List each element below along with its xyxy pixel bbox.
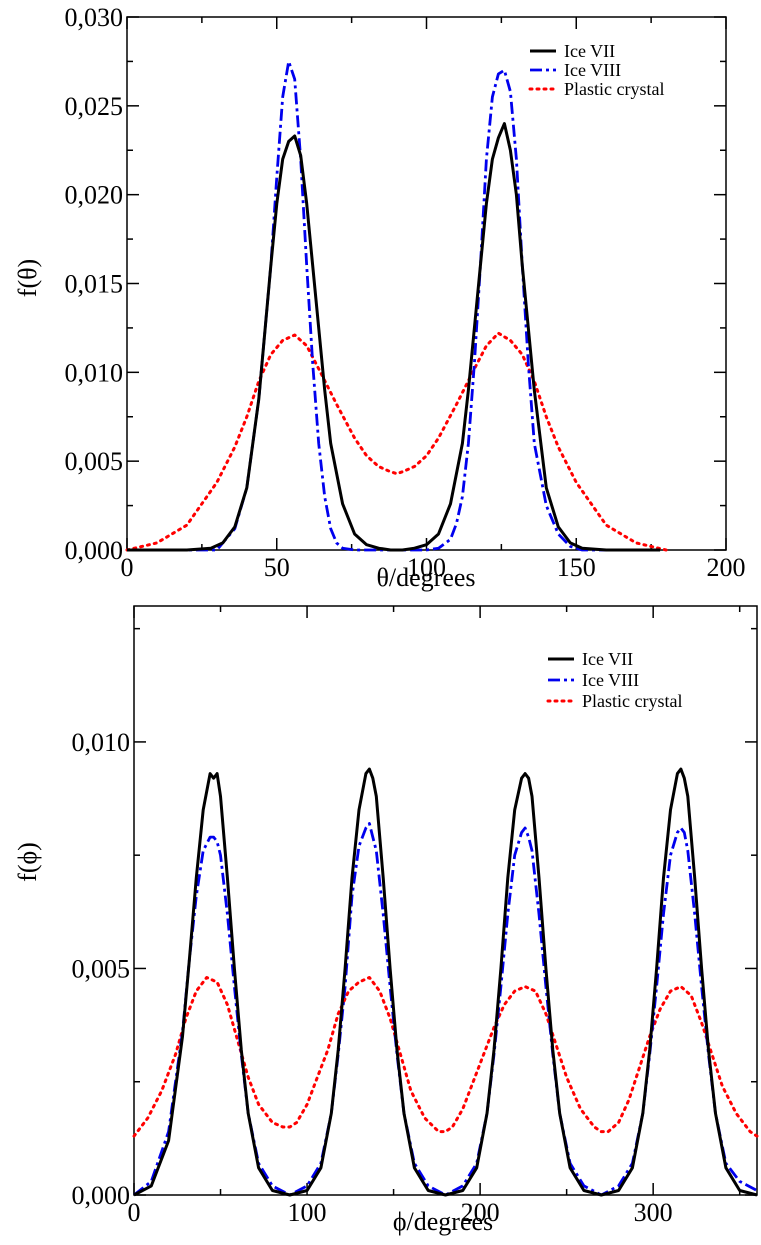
legend-entry-label: Ice VIII (582, 670, 639, 690)
series-line-ice-viii (127, 60, 661, 552)
x-tick-label: 150 (557, 553, 596, 582)
y-axis-label: f(θ) (13, 259, 42, 297)
y-axis-label: f(ϕ) (13, 842, 42, 882)
y-tick-label: 0,005 (72, 954, 131, 983)
y-tick-label: 0,005 (65, 447, 124, 476)
x-tick-label: 100 (407, 553, 446, 582)
x-tick-label: 50 (264, 553, 290, 582)
series-line-ice-vii (127, 122, 661, 552)
y-tick-label: 0,000 (65, 536, 124, 565)
legend-entry-label: Ice VII (564, 41, 615, 61)
x-axis-label: ϕ/degrees (393, 1207, 493, 1236)
y-tick-label: 0,010 (65, 358, 124, 387)
x-tick-label: 100 (288, 1198, 327, 1227)
x-tick-label: 300 (634, 1198, 673, 1227)
x-tick-label: 0 (128, 1198, 141, 1227)
x-tick-label: 200 (707, 553, 746, 582)
y-tick-label: 0,030 (65, 3, 124, 32)
panel-theta: θ/degrees f(θ) 0 50 100 150 200 0,000 0,005 0,0… (13, 3, 746, 592)
legend-entry-label: Ice VII (582, 649, 633, 669)
x-axis-label: θ/degrees (376, 563, 475, 592)
series-line-plastic-crystal (125, 331, 668, 552)
y-tick-label: 0,015 (65, 270, 124, 299)
legend-entry-label: Plastic crystal (564, 79, 664, 99)
series-line-ice-vii (133, 767, 758, 1197)
legend-entry-label: Ice VIII (564, 60, 621, 80)
panel-phi: ϕ/degrees f(ϕ) 0 100 200 300 0,000 0,005 0,010… (13, 605, 759, 1236)
series-line-plastic-crystal (132, 976, 759, 1138)
y-tick-label: 0,025 (65, 92, 124, 121)
series-line-ice-viii (133, 822, 758, 1197)
x-tick-label: 0 (121, 553, 134, 582)
y-tick-label: 0,010 (72, 728, 131, 757)
y-tick-label: 0,000 (72, 1181, 131, 1210)
legend-entry-label: Plastic crystal (582, 691, 682, 711)
x-tick-label: 200 (461, 1198, 500, 1227)
y-tick-label: 0,020 (65, 181, 124, 210)
